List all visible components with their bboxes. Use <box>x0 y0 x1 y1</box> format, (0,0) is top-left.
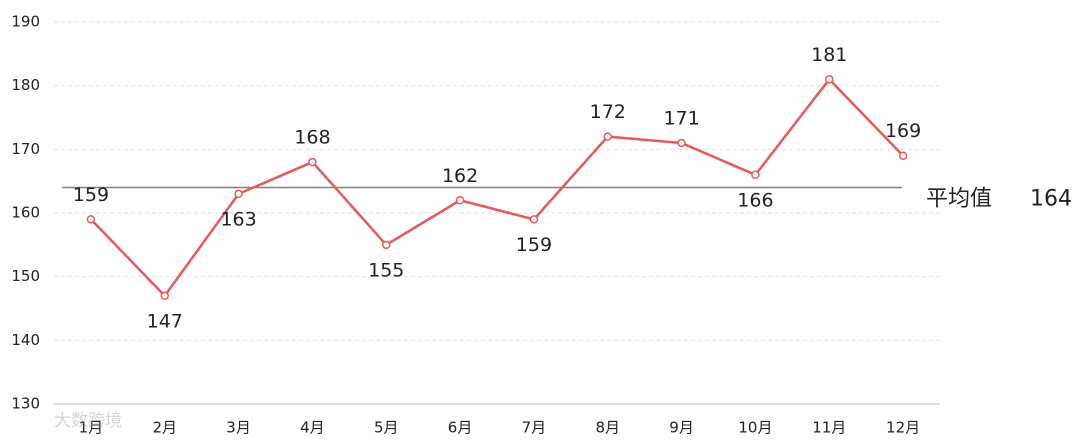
x-tick-label: 5月 <box>374 419 399 437</box>
x-tick-label: 3月 <box>226 419 251 437</box>
point <box>825 75 834 84</box>
point <box>677 138 686 148</box>
point <box>234 189 243 199</box>
y-tick-label: 190 <box>11 13 40 31</box>
x-tick-label: 6月 <box>448 419 473 437</box>
point <box>603 132 612 141</box>
point <box>86 215 96 224</box>
value-label: 163 <box>220 208 256 230</box>
y-tick-label: 140 <box>11 331 40 349</box>
point <box>455 196 465 205</box>
value-label: 147 <box>147 310 183 332</box>
point <box>898 151 908 160</box>
y-tick-label: 160 <box>11 204 40 222</box>
y-tick-label: 170 <box>11 140 40 158</box>
point <box>160 291 169 301</box>
value-label: 162 <box>442 165 478 187</box>
x-tick-label: 11月 <box>812 419 846 437</box>
x-tick-label: 2月 <box>152 419 177 437</box>
point <box>382 240 391 250</box>
value-label: 181 <box>811 44 847 66</box>
value-label: 171 <box>663 107 699 129</box>
series-line <box>90 77 904 298</box>
x-tick-label: 1月 <box>79 419 104 437</box>
y-tick-label: 180 <box>11 76 40 94</box>
value-label: 155 <box>368 259 404 281</box>
average-value: 164 <box>1030 187 1072 212</box>
value-label: 159 <box>516 234 552 256</box>
x-tick-label: 4月 <box>300 419 325 437</box>
y-tick-label: 130 <box>11 395 40 413</box>
value-label: 159 <box>73 184 109 206</box>
x-tick-label: 10月 <box>738 419 772 437</box>
value-label: 169 <box>885 120 921 142</box>
point <box>529 215 539 224</box>
x-tick-label: 12月 <box>886 419 920 437</box>
average-label: 平均值 <box>926 187 992 212</box>
x-tick-label: 7月 <box>522 419 547 437</box>
point <box>751 170 760 180</box>
value-label: 166 <box>737 189 773 211</box>
point <box>308 157 317 167</box>
y-tick-label: 150 <box>11 267 40 285</box>
watermark: 大数跨境 <box>54 411 122 431</box>
value-label: 168 <box>294 127 330 149</box>
x-tick-label: 9月 <box>669 419 694 437</box>
value-label: 172 <box>590 101 626 123</box>
x-tick-label: 8月 <box>595 419 620 437</box>
